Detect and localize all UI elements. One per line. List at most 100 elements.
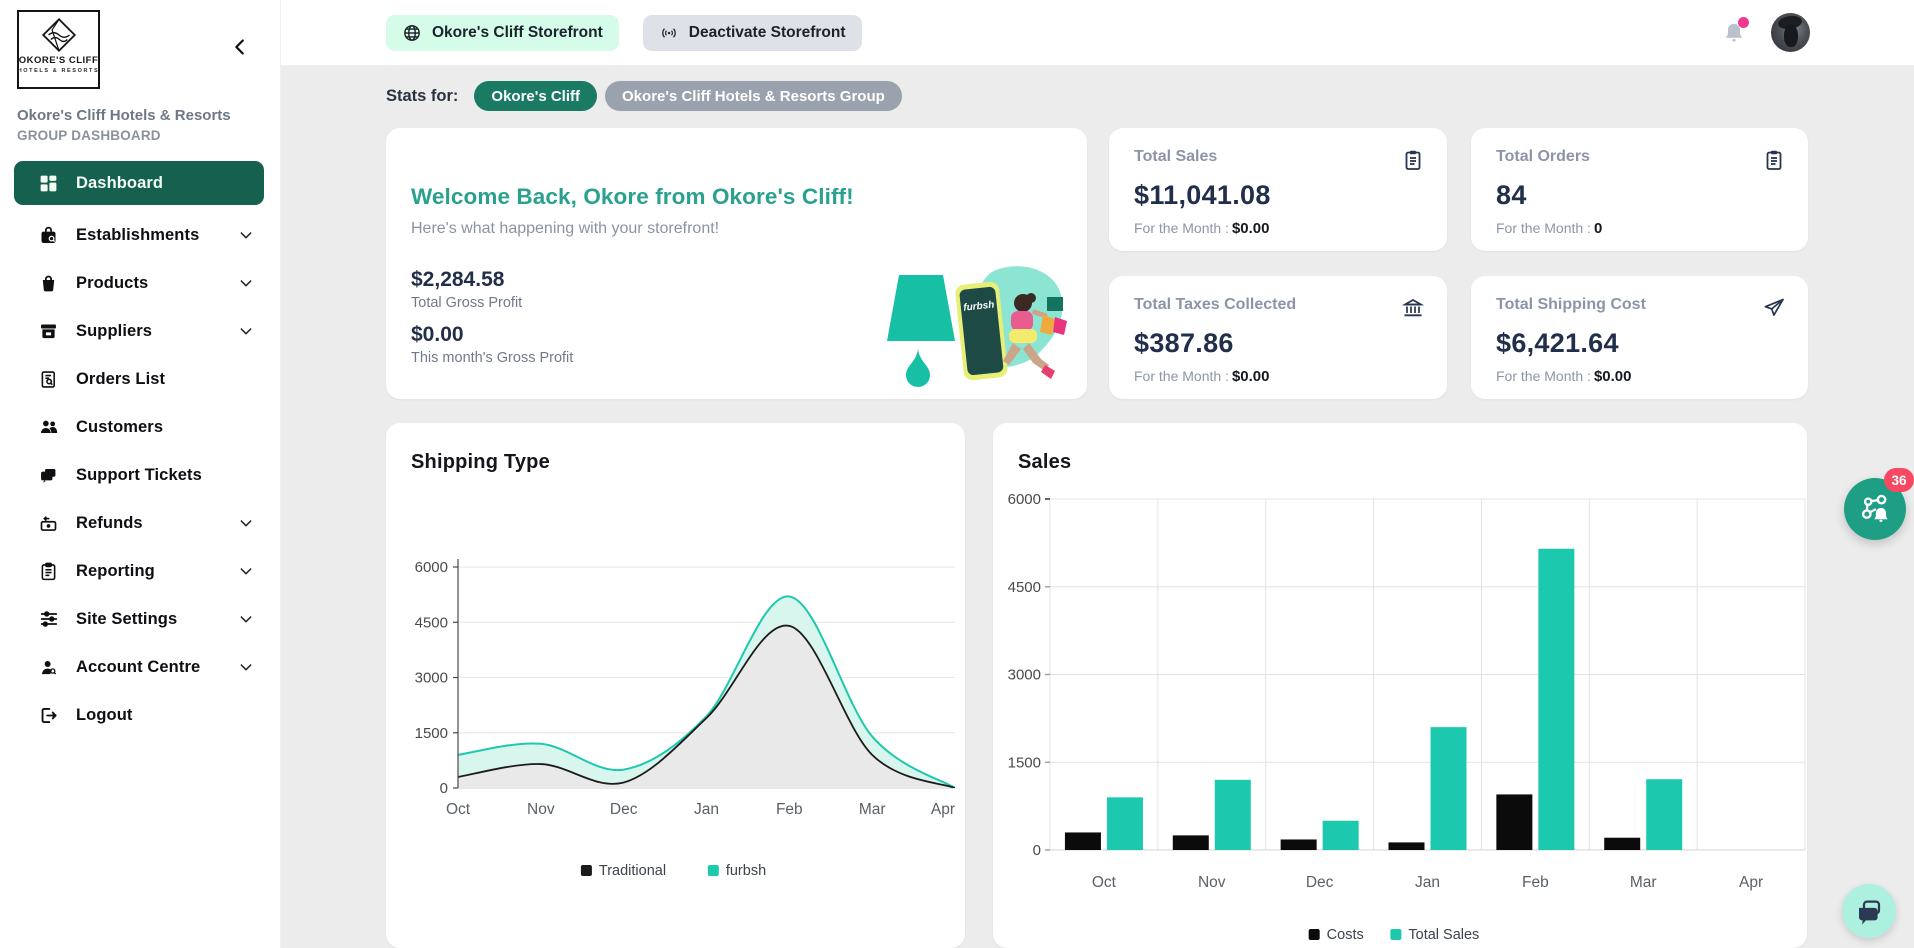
orders-icon bbox=[38, 368, 60, 390]
deactivate-storefront-button[interactable]: Deactivate Storefront bbox=[642, 14, 862, 51]
total-gross-profit-label: Total Gross Profit bbox=[411, 295, 523, 311]
svg-text:0: 0 bbox=[1033, 842, 1041, 859]
sidebar-item-dashboard[interactable]: Dashboard bbox=[14, 161, 264, 205]
main-area: Okore's Cliff Storefront Deactivate Stor… bbox=[280, 0, 1914, 948]
svg-text:Jan: Jan bbox=[1415, 874, 1440, 891]
svg-text:Apr: Apr bbox=[1739, 874, 1763, 891]
total-gross-profit-value: $2,284.58 bbox=[411, 268, 505, 291]
diamond-logo-icon bbox=[41, 17, 76, 53]
topbar-buttons: Okore's Cliff Storefront Deactivate Stor… bbox=[386, 14, 862, 51]
sidebar-item-orders-list[interactable]: Orders List bbox=[0, 355, 280, 403]
stats-pill-okore-s-cliff[interactable]: Okore's Cliff bbox=[474, 81, 598, 111]
svg-text:Dec: Dec bbox=[610, 801, 638, 818]
logo-text: OKORE'S CLIFF bbox=[18, 55, 99, 66]
sidebar-collapse-button[interactable] bbox=[228, 36, 252, 60]
svg-text:1500: 1500 bbox=[415, 725, 448, 742]
chevron-down-icon bbox=[238, 275, 254, 291]
chat-icon bbox=[1859, 900, 1881, 925]
stat-value: $387.86 bbox=[1134, 328, 1234, 358]
svg-text:Oct: Oct bbox=[1092, 874, 1117, 891]
sidebar-item-reporting[interactable]: Reporting bbox=[0, 547, 280, 595]
svg-text:Mar: Mar bbox=[859, 801, 886, 818]
svg-text:Total Sales: Total Sales bbox=[1408, 927, 1479, 943]
sales-chart: 0 1500 3000 4500 6000 Oct Nov Dec Jan Feb Mar Apr Co… bbox=[1008, 491, 1806, 943]
shipping-chart-title: Shipping Type bbox=[411, 451, 550, 473]
stat-card-total-orders: Total Orders 84 For the Month :0 bbox=[1471, 128, 1808, 251]
stats-for-row: Stats for: Okore's Cliff Okore's Cliff Ho… bbox=[386, 80, 1914, 112]
welcome-subtitle: Here's what happening with your storefro… bbox=[411, 220, 720, 237]
deactivate-button-label: Deactivate Storefront bbox=[688, 23, 846, 41]
chat-widget-button[interactable] bbox=[1842, 884, 1896, 938]
customers-icon bbox=[38, 416, 60, 438]
cards-row: Welcome Back, Okore from Okore's Cliff! … bbox=[386, 128, 1914, 399]
stat-card-total-taxes-collected: Total Taxes Collected $387.86 For the Mont… bbox=[1109, 276, 1447, 399]
stats-for-pills: Okore's Cliff Okore's Cliff Hotels & Reso… bbox=[474, 81, 902, 111]
storefront-button-label: Okore's Cliff Storefront bbox=[432, 23, 603, 41]
shipping-type-chart-card: Shipping Type 0 1500 3000 4500 6000 Oct Nov Dec… bbox=[386, 423, 965, 948]
stat-value: $6,421.64 bbox=[1496, 328, 1619, 358]
stat-cards-grid: Total Sales $11,041.08 For the Month : $0.0… bbox=[1109, 128, 1808, 399]
sidebar-item-logout[interactable]: Logout bbox=[0, 691, 280, 739]
chevron-down-icon bbox=[238, 323, 254, 339]
topbar: Okore's Cliff Storefront Deactivate Stor… bbox=[280, 0, 1914, 66]
welcome-card: Welcome Back, Okore from Okore's Cliff! … bbox=[386, 128, 1087, 399]
sidebar-item-account-centre[interactable]: Account Centre bbox=[0, 643, 280, 691]
sidebar-item-refunds[interactable]: Refunds bbox=[0, 499, 280, 547]
stat-card-total-shipping-cost: Total Shipping Cost $6,421.64 For the Mont… bbox=[1471, 276, 1808, 399]
site-settings-icon bbox=[38, 608, 60, 630]
chevron-down-icon bbox=[238, 659, 254, 675]
svg-text:4500: 4500 bbox=[415, 614, 448, 631]
notifications-float-button[interactable]: 36 bbox=[1844, 468, 1914, 540]
sidebar-item-site-settings[interactable]: Site Settings bbox=[0, 595, 280, 643]
chevron-left-icon bbox=[235, 39, 244, 55]
stat-value: $11,041.08 bbox=[1134, 180, 1271, 210]
storefront-button[interactable]: Okore's Cliff Storefront bbox=[386, 14, 619, 51]
account-icon bbox=[38, 656, 60, 678]
svg-text:6000: 6000 bbox=[1008, 491, 1041, 508]
establishments-icon bbox=[38, 224, 60, 246]
stats-for-label: Stats for: bbox=[386, 86, 459, 105]
float-badge: 36 bbox=[1884, 468, 1914, 492]
sidebar-item-support-tickets[interactable]: Support Tickets bbox=[0, 451, 280, 499]
chevron-down-icon bbox=[238, 563, 254, 579]
month-gross-profit-value: $0.00 bbox=[411, 323, 464, 346]
sidebar-item-establishments[interactable]: Establishments bbox=[0, 211, 280, 259]
reporting-icon bbox=[38, 560, 60, 582]
dashboard-content: Stats for: Okore's Cliff Okore's Cliff Ho… bbox=[280, 66, 1914, 948]
svg-text:furbsh: furbsh bbox=[726, 863, 766, 879]
svg-text:Feb: Feb bbox=[776, 801, 803, 818]
svg-text:0: 0 bbox=[440, 780, 448, 797]
user-avatar[interactable] bbox=[1771, 13, 1810, 52]
logo-subtext: HOTELS & RESORTS bbox=[17, 68, 100, 74]
broadcast-icon bbox=[659, 23, 679, 43]
stats-pill-okore-s-cliff-hotels-resorts-group[interactable]: Okore's Cliff Hotels & Resorts Group bbox=[605, 81, 902, 111]
chevron-down-icon bbox=[238, 515, 254, 531]
brand-logo[interactable]: OKORE'S CLIFF HOTELS & RESORTS bbox=[17, 10, 100, 89]
suppliers-icon bbox=[38, 320, 60, 342]
network-bell-icon bbox=[1861, 494, 1888, 522]
chevron-down-icon bbox=[238, 611, 254, 627]
sidebar-item-products[interactable]: Products bbox=[0, 259, 280, 307]
clipboard-icon bbox=[1401, 148, 1425, 172]
products-icon bbox=[38, 272, 60, 294]
svg-text:Oct: Oct bbox=[446, 801, 471, 818]
month-gross-profit-label: This month's Gross Profit bbox=[411, 350, 574, 366]
topbar-right bbox=[1721, 13, 1810, 52]
refunds-icon bbox=[38, 512, 60, 534]
svg-text:Apr: Apr bbox=[931, 801, 955, 818]
svg-text:Nov: Nov bbox=[527, 801, 555, 818]
svg-text:Feb: Feb bbox=[1522, 874, 1549, 891]
sidebar-item-customers[interactable]: Customers bbox=[0, 403, 280, 451]
sidebar-item-suppliers[interactable]: Suppliers bbox=[0, 307, 280, 355]
support-icon bbox=[38, 464, 60, 486]
bell-icon bbox=[1725, 23, 1743, 41]
dashboard-icon bbox=[38, 172, 60, 194]
svg-text:Dec: Dec bbox=[1306, 874, 1334, 891]
logout-icon bbox=[38, 704, 60, 726]
svg-text:Jan: Jan bbox=[694, 801, 719, 818]
notifications-bell-button[interactable] bbox=[1721, 16, 1749, 46]
sidebar: OKORE'S CLIFF HOTELS & RESORTS Okore's C… bbox=[0, 0, 280, 948]
stat-value: 84 bbox=[1496, 180, 1527, 210]
bank-icon bbox=[1401, 296, 1425, 320]
